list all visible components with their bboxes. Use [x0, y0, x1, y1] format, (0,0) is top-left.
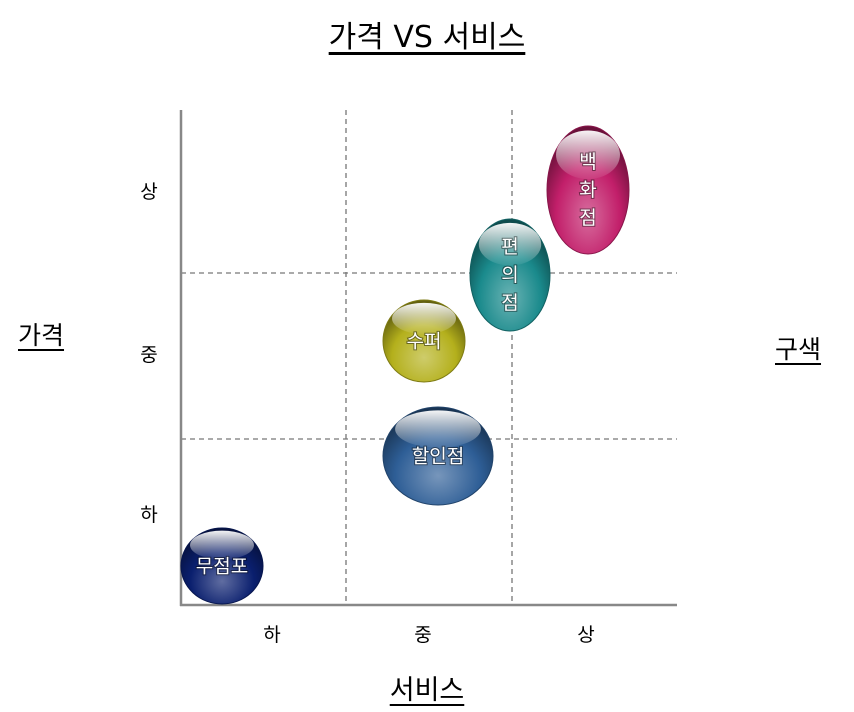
x-tick-low: 하 [263, 624, 281, 646]
bubble-supermarket: 수퍼 [382, 299, 466, 383]
bubble-online-highlight [190, 530, 254, 560]
bubble-convenience-store-highlight [478, 222, 542, 266]
y-axis-label: 가격 [18, 321, 65, 350]
chart-title: 가격 VS 서비스 [328, 20, 526, 55]
x-tick-mid: 중 [414, 624, 432, 646]
x-axis-label: 서비스 [389, 675, 465, 706]
bubble-discount-store-highlight [395, 410, 481, 448]
bubble-discount-store-label: 할인점 [412, 446, 464, 468]
bubble-supermarket-highlight [392, 302, 456, 335]
bubble-department-store-highlight [556, 130, 620, 180]
axes [179, 110, 677, 607]
y-tick-mid: 중 [140, 344, 158, 366]
bubble-online-label: 무점포 [196, 556, 248, 578]
y-tick-high: 상 [140, 181, 158, 203]
y-tick-low: 하 [140, 504, 158, 526]
bubbles: 무점포 할인점 수퍼 편 의 점 백 화 점 [180, 125, 630, 605]
bubble-supermarket-label: 수퍼 [407, 331, 442, 353]
bubble-discount-store: 할인점 [382, 406, 494, 506]
right-side-label: 구색 [775, 335, 822, 364]
x-tick-high: 상 [577, 624, 595, 646]
bubble-online: 무점포 [180, 527, 264, 605]
